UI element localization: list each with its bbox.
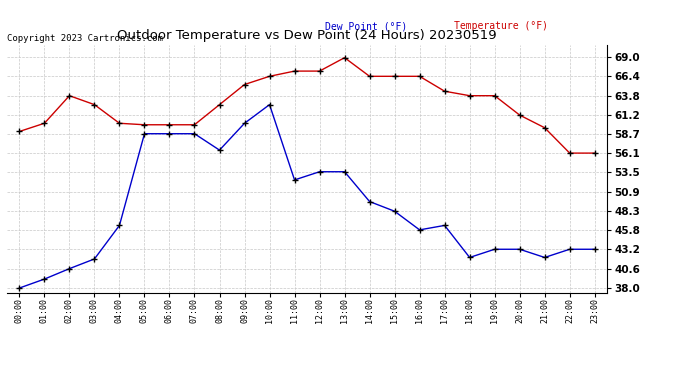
Text: Copyright 2023 Cartronics.com: Copyright 2023 Cartronics.com: [7, 34, 163, 43]
Text: Dew Point (°F): Dew Point (°F): [325, 21, 407, 32]
Text: Temperature (°F): Temperature (°F): [454, 21, 548, 32]
Title: Outdoor Temperature vs Dew Point (24 Hours) 20230519: Outdoor Temperature vs Dew Point (24 Hou…: [117, 30, 497, 42]
